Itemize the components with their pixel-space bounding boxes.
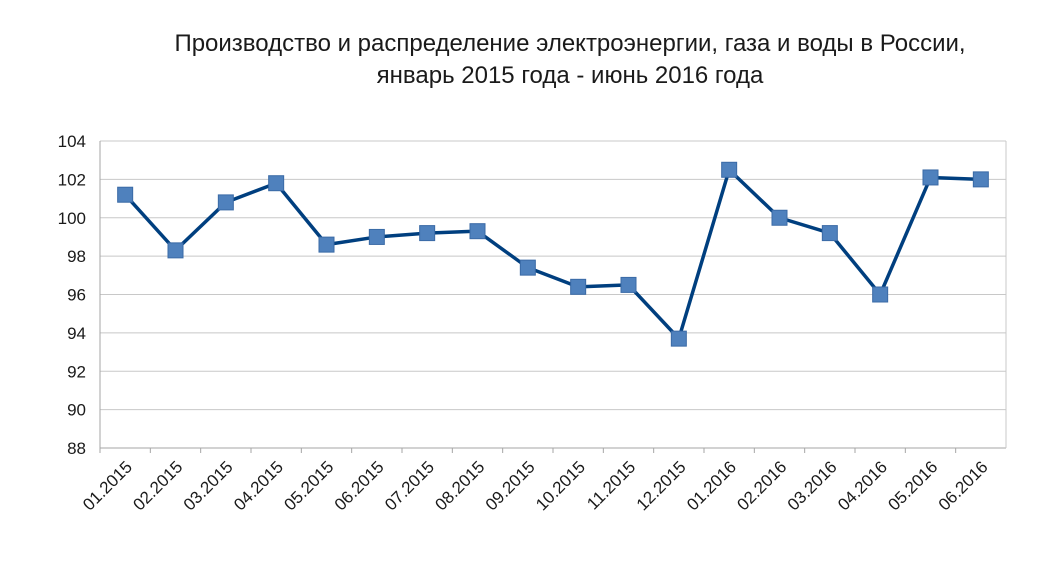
data-point (670, 330, 687, 347)
y-tick-label: 96 (67, 286, 86, 305)
data-point (217, 194, 234, 211)
x-tick-label: 01.2016 (683, 457, 740, 514)
data-point (117, 186, 134, 203)
x-tick-label: 01.2015 (79, 457, 136, 514)
x-tick-label: 04.2016 (834, 457, 891, 514)
x-tick-label: 05.2015 (280, 457, 337, 514)
x-tick-label: 07.2015 (381, 457, 438, 514)
y-tick-label: 100 (58, 209, 86, 228)
x-tick-label: 06.2016 (935, 457, 992, 514)
y-tick-label: 90 (67, 401, 86, 420)
x-tick-label: 12.2015 (633, 457, 690, 514)
grid-lines (99, 140, 1007, 449)
chart-title: Производство и распределение электроэнер… (174, 30, 966, 57)
y-tick-label: 98 (67, 247, 86, 266)
data-point (368, 228, 385, 245)
x-tick-label: 03.2016 (784, 457, 841, 514)
x-tick-label: 02.2015 (129, 457, 186, 514)
data-point (872, 286, 889, 303)
y-tick-label: 88 (67, 439, 86, 458)
data-point (268, 175, 285, 192)
series-group (117, 161, 989, 347)
y-axis: 88 90 92 94 96 98 100 102 104 (58, 132, 86, 458)
data-point (721, 161, 738, 178)
data-point (771, 209, 788, 226)
data-point (167, 242, 184, 259)
data-point (821, 225, 838, 242)
data-point (972, 171, 989, 188)
x-tick-label: 03.2015 (180, 457, 237, 514)
x-tick-label: 05.2016 (884, 457, 941, 514)
data-point (519, 259, 536, 276)
x-tick-label: 08.2015 (431, 457, 488, 514)
x-tick-label: 02.2016 (733, 457, 790, 514)
y-tick-label: 92 (67, 362, 86, 381)
data-point (469, 223, 486, 240)
y-tick-label: 104 (58, 132, 86, 151)
x-tick-label: 11.2015 (583, 457, 639, 513)
y-tick-label: 102 (58, 170, 86, 189)
chart-subtitle: январь 2015 года - июнь 2016 года (376, 62, 764, 89)
data-point (570, 278, 587, 295)
x-axis: 01.201502.201503.201504.201505.201506.20… (79, 448, 992, 514)
x-tick-label: 04.2015 (230, 457, 287, 514)
series-line (123, 168, 981, 341)
x-tick-label: 06.2015 (331, 457, 388, 514)
data-point (318, 236, 335, 253)
y-tick-label: 94 (67, 324, 86, 343)
data-point (419, 225, 436, 242)
x-tick-label: 09.2015 (482, 457, 539, 514)
data-point (620, 276, 637, 293)
data-point (922, 169, 939, 186)
x-tick-label: 10.2015 (532, 457, 589, 514)
